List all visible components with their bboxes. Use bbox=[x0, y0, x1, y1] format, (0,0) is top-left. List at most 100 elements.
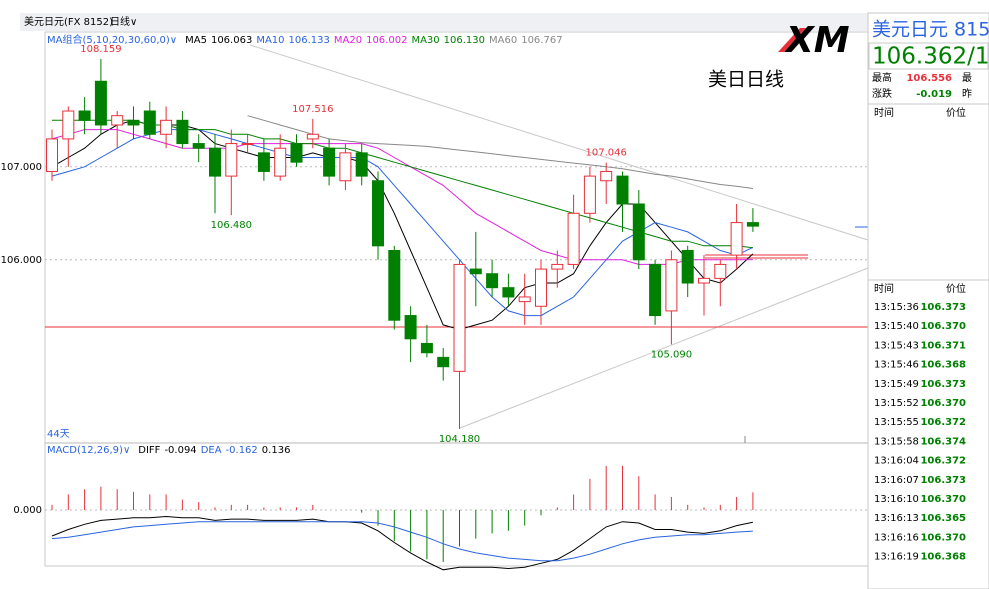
column-header: 价位 bbox=[946, 282, 966, 295]
trend-line bbox=[459, 267, 869, 429]
candle-body bbox=[225, 143, 238, 177]
candle-body bbox=[469, 268, 482, 275]
candle-body bbox=[388, 249, 401, 321]
y-tick-label: 107.000 bbox=[1, 162, 42, 173]
candle-body bbox=[535, 268, 547, 307]
field-label: 最 bbox=[962, 72, 972, 84]
candle-body bbox=[257, 152, 270, 172]
tick-price: 106.371 bbox=[920, 340, 966, 351]
legend-entry: 106.063 bbox=[211, 35, 252, 46]
tick-price: 106.365 bbox=[920, 513, 966, 524]
symbol: 美元日元 8152 bbox=[872, 19, 989, 41]
title-bar bbox=[20, 13, 989, 31]
extreme-label: 106.480 bbox=[211, 220, 252, 231]
count-label: 44天 bbox=[47, 429, 70, 440]
candle-body bbox=[94, 80, 107, 126]
candle-body bbox=[698, 277, 710, 284]
tick-time: 13:15:43 bbox=[874, 340, 919, 351]
last-price: 106.362/1 bbox=[872, 44, 989, 70]
candle-body bbox=[616, 175, 629, 205]
column-header: 时间 bbox=[874, 282, 894, 295]
tick-price: 106.370 bbox=[920, 321, 966, 332]
tick-time: 13:15:55 bbox=[874, 417, 919, 428]
tick-price: 106.370 bbox=[920, 494, 966, 505]
legend-entry: 106.767 bbox=[521, 35, 562, 46]
candle-body bbox=[583, 175, 596, 214]
indicator-label[interactable]: MACD(12,26,9)∨ bbox=[47, 445, 130, 456]
field-label: 昨 bbox=[962, 88, 972, 100]
candle-body bbox=[551, 263, 564, 270]
field-value: 106.556 bbox=[906, 73, 952, 84]
candle-body bbox=[567, 212, 580, 265]
indicator-line bbox=[51, 129, 753, 265]
candle-body bbox=[111, 115, 124, 126]
field-label: 涨跌 bbox=[872, 87, 892, 100]
tick-time: 13:15:46 bbox=[874, 360, 919, 371]
candle-body bbox=[649, 263, 662, 317]
candle-body bbox=[437, 356, 450, 368]
period-selector[interactable]: 日线∨ bbox=[110, 15, 137, 28]
tick-time: 13:16:13 bbox=[874, 513, 919, 524]
tick-time: 13:16:19 bbox=[874, 552, 919, 563]
logo-swoosh bbox=[778, 28, 806, 52]
logo: XM bbox=[784, 20, 850, 61]
extreme-label: 108.159 bbox=[80, 44, 121, 55]
y-tick-label: 106.000 bbox=[1, 255, 42, 266]
tick-price: 106.373 bbox=[920, 379, 966, 390]
field-label: 最高 bbox=[872, 71, 892, 84]
tick-price: 106.373 bbox=[920, 302, 966, 313]
tick-price: 106.368 bbox=[920, 360, 966, 371]
candle-body bbox=[746, 222, 759, 227]
candle-body bbox=[241, 143, 254, 146]
candle-body bbox=[453, 263, 466, 372]
indicator-line bbox=[51, 521, 753, 562]
candle-body bbox=[306, 133, 319, 140]
candle-body bbox=[209, 147, 221, 177]
legend-entry: -0.094 bbox=[164, 445, 196, 456]
candle-body bbox=[600, 170, 613, 182]
candle-body bbox=[665, 259, 678, 312]
legend-entry: MA60 bbox=[489, 35, 517, 46]
candle-body bbox=[714, 263, 727, 279]
chart-title: 美元日元(FX 8152) bbox=[24, 15, 113, 28]
candle-body bbox=[192, 143, 205, 149]
candle-body bbox=[518, 296, 531, 303]
candle-body bbox=[143, 110, 156, 135]
tick-time: 13:16:07 bbox=[874, 475, 919, 486]
tick-time: 13:15:36 bbox=[874, 302, 919, 313]
candle-body bbox=[274, 147, 287, 177]
candle-body bbox=[339, 152, 352, 182]
candle-body bbox=[290, 143, 303, 163]
candle-body bbox=[127, 119, 140, 126]
extreme-label: 104.180 bbox=[439, 434, 480, 445]
legend-entry: 0.136 bbox=[262, 445, 291, 456]
price-box bbox=[868, 42, 989, 70]
legend-entry: -0.162 bbox=[226, 445, 258, 456]
candle-body bbox=[323, 147, 336, 177]
quote-panel bbox=[867, 12, 989, 589]
tick-price: 106.370 bbox=[920, 398, 966, 409]
tick-price: 106.372 bbox=[920, 417, 966, 428]
y-tick-label: 0.000 bbox=[13, 505, 42, 516]
candle-body bbox=[730, 222, 743, 256]
legend-entry: MA20 bbox=[334, 35, 362, 46]
field-value: -0.019 bbox=[916, 89, 952, 100]
candle-body bbox=[404, 315, 417, 340]
extreme-label: 105.090 bbox=[651, 349, 692, 360]
trend-line bbox=[249, 44, 869, 241]
candle-body bbox=[681, 249, 694, 284]
tick-price: 106.368 bbox=[920, 552, 966, 563]
candle-body bbox=[632, 203, 645, 261]
tick-price: 106.373 bbox=[920, 475, 966, 486]
extreme-label: 107.516 bbox=[292, 104, 333, 115]
indicator-label[interactable]: MA组合(5,10,20,30,60,0)∨ bbox=[47, 33, 177, 46]
tick-price: 106.370 bbox=[920, 532, 966, 543]
legend-entry: DIFF bbox=[138, 445, 160, 456]
tick-time: 13:16:10 bbox=[874, 494, 919, 505]
legend-entry: 106.002 bbox=[366, 35, 407, 46]
candle-body bbox=[486, 273, 499, 289]
tick-time: 13:16:04 bbox=[874, 456, 919, 467]
legend-entry: 106.130 bbox=[444, 35, 485, 46]
candle-body bbox=[176, 119, 189, 145]
